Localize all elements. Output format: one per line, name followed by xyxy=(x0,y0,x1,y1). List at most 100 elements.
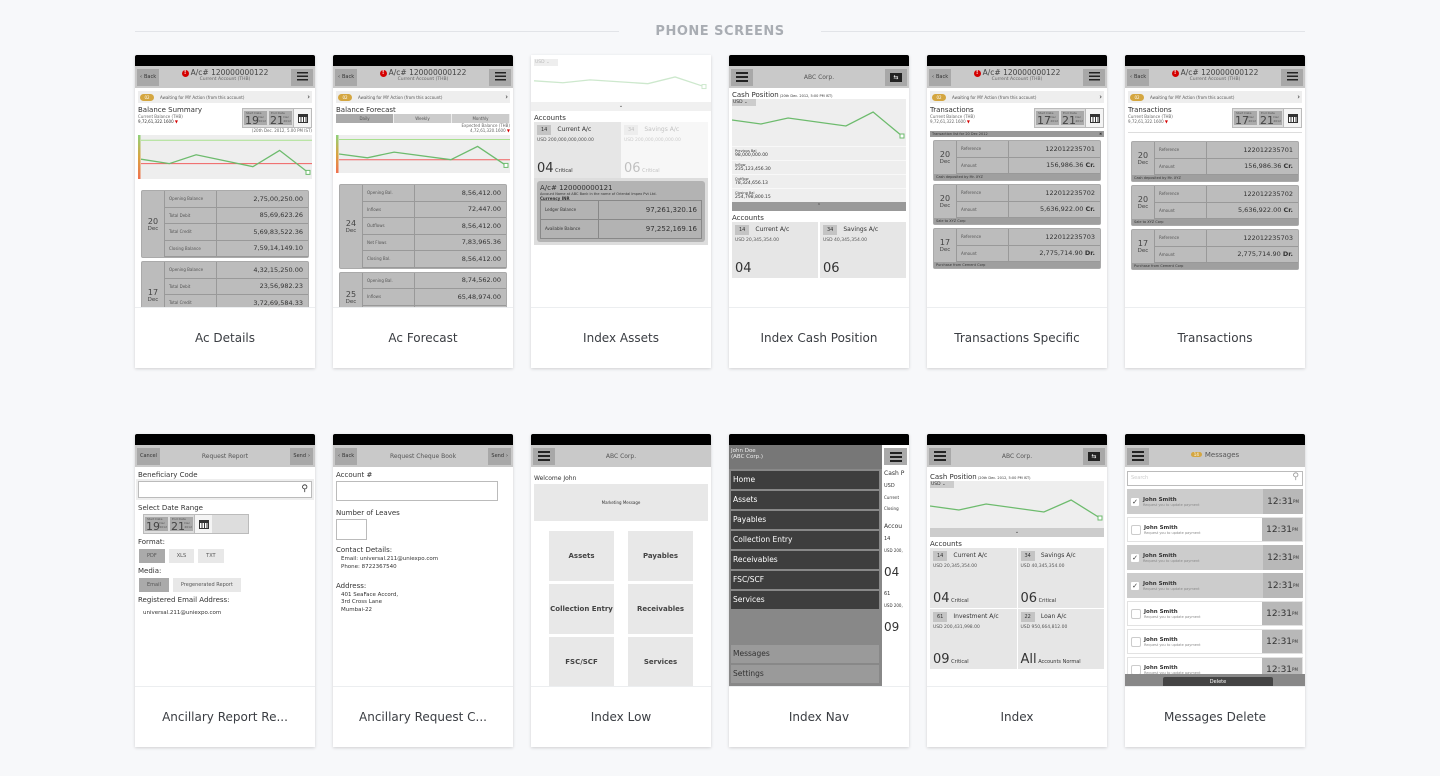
expand-chart-button[interactable]: ⌄ xyxy=(930,528,1104,537)
select-checkbox[interactable] xyxy=(1131,524,1141,535)
calendar-button[interactable] xyxy=(293,109,311,127)
transaction-item[interactable]: 20 Dec Reference 122012235701 Amount 156,986.… xyxy=(933,140,1101,181)
message-item[interactable]: John Smith Request you to update payment 1… xyxy=(1127,629,1303,654)
date-range-picker[interactable]: Start Date 19 Dec 2012 End Date 21 Dec 2012 xyxy=(242,108,312,128)
account-tile[interactable]: 22 Loan A/c USD 950,664,812.00 All Accounts… xyxy=(1017,609,1104,669)
phone-screen-preview[interactable]: Cash P USD Current Closing Accou 14 USD 200, 04… xyxy=(729,434,909,686)
screen-card[interactable]: Cancel Request Report Send › Beneficiary Cod… xyxy=(135,434,315,747)
transaction-item[interactable]: 20 Dec Reference 122012235702 Amount 5,636,92… xyxy=(933,184,1101,225)
pending-actions-bar[interactable]: 02 Awaiting for MY Action (from this acco… xyxy=(336,91,510,103)
screen-card[interactable]: ABC Corp. Welcome John Marketing Message As… xyxy=(531,434,711,747)
select-checkbox[interactable] xyxy=(1131,608,1141,619)
tile-fsc-scf[interactable]: FSC/SCF xyxy=(549,637,614,686)
menu-button[interactable] xyxy=(533,447,555,465)
back-button[interactable]: ‹ Back xyxy=(929,68,952,86)
screen-card[interactable]: ‹ Back! A/c# 120000000122 Current Account (… xyxy=(927,55,1107,368)
search-icon[interactable]: ⚲ xyxy=(1292,472,1299,482)
screen-label[interactable]: Ancillary Request C... xyxy=(333,686,513,747)
screen-card[interactable]: ‹ Back! A/c# 120000000122 Current Account (… xyxy=(1125,55,1305,368)
phone-screen-preview[interactable]: ‹ Back! A/c# 120000000122 Current Account (… xyxy=(333,55,513,307)
screen-label[interactable]: Ac Details xyxy=(135,307,315,368)
search-input[interactable]: Search ⚲ xyxy=(1127,471,1303,486)
menu-button[interactable] xyxy=(1127,447,1149,465)
options-button[interactable] xyxy=(291,68,313,86)
media-option[interactable]: Email xyxy=(139,578,169,592)
tab-weekly[interactable]: Weekly xyxy=(394,114,452,123)
message-item[interactable]: John Smith Request you to update payment 1… xyxy=(1127,517,1303,542)
nav-item-receivables[interactable]: Receivables xyxy=(731,551,879,569)
screen-label[interactable]: Index Cash Position xyxy=(729,307,909,368)
end-date[interactable]: End Date 21 Dec 2012 xyxy=(1061,111,1084,127)
end-date[interactable]: End Date 21 Dec 2012 xyxy=(269,111,292,127)
phone-screen-preview[interactable]: 14 Messages Search ⚲ ✓ John Smith Request you … xyxy=(1125,434,1305,686)
expand-chart-button[interactable]: ⌄ xyxy=(531,102,711,111)
message-item[interactable]: ✓ John Smith Request you to update payment… xyxy=(1127,489,1303,514)
date-range-picker[interactable]: Start Date 17 Dec 2012 End Date 21 Dec 2012 xyxy=(1034,108,1104,128)
nav-item-fsc-scf[interactable]: FSC/SCF xyxy=(731,571,879,589)
end-date[interactable]: End Date 21 Dec 2012 xyxy=(1259,111,1282,127)
tile-payables[interactable]: Payables xyxy=(628,531,693,581)
nav-item-settings[interactable]: Settings xyxy=(731,665,879,683)
phone-screen-preview[interactable]: Cancel Request Report Send › Beneficiary Cod… xyxy=(135,434,315,686)
nav-item-collection-entry[interactable]: Collection Entry xyxy=(731,531,879,549)
delete-button[interactable]: Delete xyxy=(1163,677,1273,686)
screen-card[interactable]: ‹ Back Request Cheque Book Send › Account # Nu… xyxy=(333,434,513,747)
pending-actions-bar[interactable]: 02 Awaiting for MY Action (from this acco… xyxy=(1128,91,1302,103)
tile-services[interactable]: Services xyxy=(628,637,693,686)
send-button[interactable]: Send › xyxy=(290,447,313,465)
beneficiary-input[interactable]: ⚲ xyxy=(138,481,312,498)
tab-daily[interactable]: Daily xyxy=(336,114,394,123)
account-tile[interactable]: 61 Investment A/c USD 200,431,998.00 09 Cri… xyxy=(930,609,1017,669)
format-xls[interactable]: XLS xyxy=(168,549,195,563)
format-pdf[interactable]: PDF xyxy=(139,549,165,563)
end-date[interactable]: End Date 21 Dec 2012 xyxy=(170,517,193,533)
nav-item-payables[interactable]: Payables xyxy=(731,511,879,529)
transaction-item[interactable]: 17 Dec Reference 122012235703 Amount 2,775,71… xyxy=(933,228,1101,269)
back-button[interactable]: ‹ Back xyxy=(1127,68,1150,86)
phone-screen-preview[interactable]: ABC Corp. Welcome John Marketing Message As… xyxy=(531,434,711,686)
currency-select[interactable]: USD ⌄ xyxy=(930,481,954,488)
select-checkbox[interactable] xyxy=(1131,636,1141,647)
account-input[interactable] xyxy=(336,481,498,501)
clear-filter-icon[interactable]: ✖ xyxy=(1099,132,1102,136)
account-tile[interactable]: 14 Current A/c USD 20,345,354.00 04 Critica… xyxy=(930,548,1017,608)
format-txt[interactable]: TXT xyxy=(198,549,224,563)
transaction-item[interactable]: 20 Dec Reference 122012235701 Amount 156,986.… xyxy=(1131,141,1299,182)
search-icon[interactable]: ⚲ xyxy=(301,484,308,494)
nav-item-messages[interactable]: Messages xyxy=(731,645,879,663)
phone-screen-preview[interactable]: ‹ Back Request Cheque Book Send › Account # Nu… xyxy=(333,434,513,686)
account-tile[interactable]: 34 Savings A/c USD 40,345,354.00 06 Critica… xyxy=(1017,548,1104,608)
screen-card[interactable]: ABC Corp. ⇆ Cash Position (20th Dec. 2012,… xyxy=(729,55,909,368)
start-date[interactable]: Start Date 19 Dec 2012 xyxy=(244,111,267,127)
select-checkbox[interactable]: ✓ xyxy=(1130,496,1140,507)
phone-screen-preview[interactable]: ‹ Back! A/c# 120000000122 Current Account (… xyxy=(927,55,1107,307)
currency-select[interactable]: USD ⌄ xyxy=(732,99,756,106)
phone-screen-preview[interactable]: USD ⌄ ⌄ Accounts 14 Current A/c USD 200,000,0… xyxy=(531,55,711,307)
calendar-button[interactable] xyxy=(1085,109,1103,127)
nav-item-assets[interactable]: Assets xyxy=(731,491,879,509)
media-option[interactable]: Pregenerated Report xyxy=(172,578,241,592)
message-item[interactable]: ✓ John Smith Request you to update payment… xyxy=(1127,545,1303,570)
menu-button[interactable] xyxy=(929,447,951,465)
screen-card[interactable]: ‹ Back! A/c# 120000000122 Current Account (… xyxy=(333,55,513,368)
back-button[interactable]: ‹ Back xyxy=(137,68,160,86)
send-button[interactable]: Send › xyxy=(488,447,511,465)
date-range-picker[interactable]: Start Date 19 Dec 2012 End Date 21 Dec 2012 xyxy=(143,514,249,534)
start-date[interactable]: Start Date 17 Dec 2012 xyxy=(1036,111,1059,127)
screen-label[interactable]: Transactions xyxy=(1125,307,1305,368)
account-tile[interactable]: 34 Savings A/c USD 40,345,354.00 06 xyxy=(820,222,906,278)
leaves-input[interactable] xyxy=(336,519,367,540)
screen-label[interactable]: Index Assets xyxy=(531,307,711,368)
screen-label[interactable]: Ancillary Report Re... xyxy=(135,686,315,747)
options-button[interactable] xyxy=(489,68,511,86)
menu-button[interactable] xyxy=(731,68,753,86)
transaction-item[interactable]: 20 Dec Reference 122012235702 Amount 5,636,92… xyxy=(1131,185,1299,226)
calendar-button[interactable] xyxy=(1283,109,1301,127)
menu-button[interactable] xyxy=(884,448,907,465)
select-checkbox[interactable]: ✓ xyxy=(1130,552,1140,563)
options-button[interactable] xyxy=(1281,68,1303,86)
currency-select[interactable]: USD ⌄ xyxy=(534,59,558,66)
transaction-item[interactable]: 17 Dec Reference 122012235703 Amount 2,775,71… xyxy=(1131,229,1299,270)
phone-screen-preview[interactable]: ABC Corp. ⇆ Cash Position (20th Dec. 2012,… xyxy=(927,434,1107,686)
select-checkbox[interactable] xyxy=(1131,664,1141,675)
